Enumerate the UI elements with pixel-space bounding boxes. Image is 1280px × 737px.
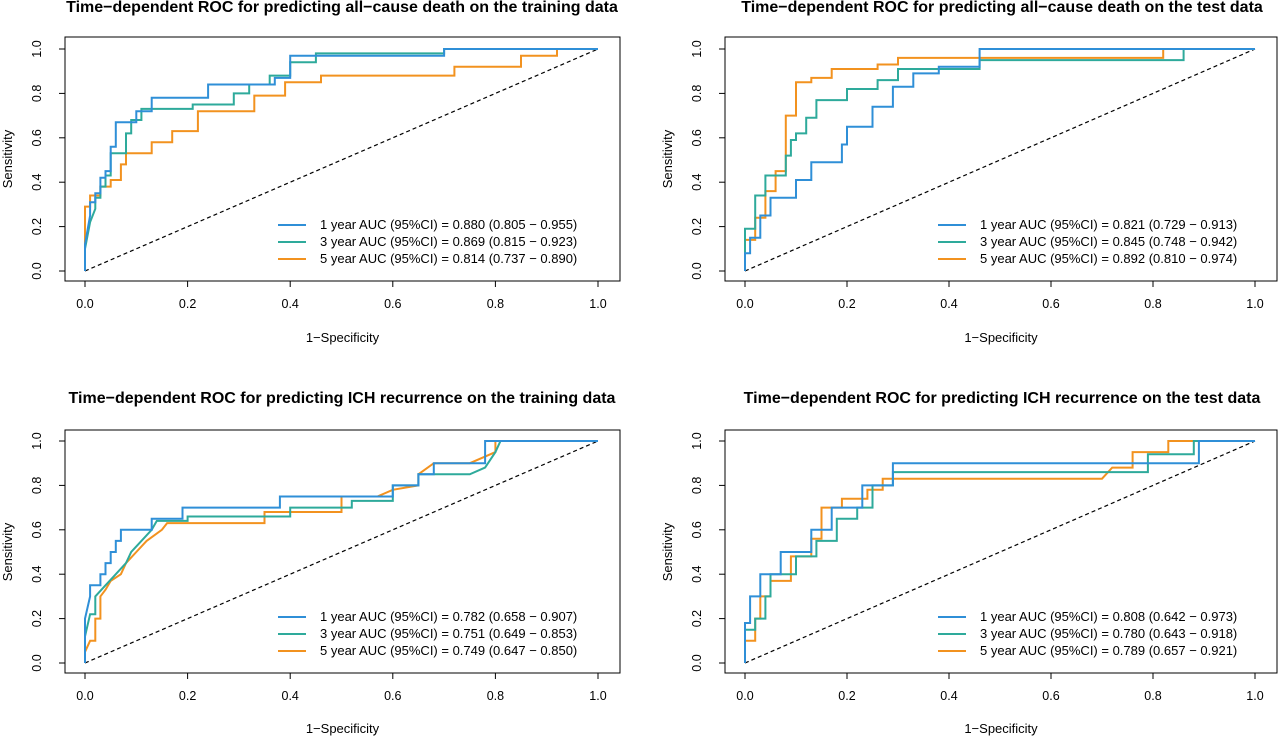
plot-frame bbox=[724, 36, 1278, 282]
x-tick-label: 0.0 bbox=[76, 689, 93, 703]
legend-entry: 3 year AUC (95%CI) = 0.845 (0.748 − 0.94… bbox=[980, 234, 1237, 249]
reference-diagonal bbox=[744, 48, 1256, 272]
x-axis-label: 1−Specificity bbox=[306, 721, 380, 736]
y-tick-label: 1.0 bbox=[30, 40, 44, 57]
y-axis-label: Sensitivity bbox=[660, 129, 675, 188]
x-tick-label: 0.0 bbox=[736, 689, 753, 703]
x-tick-label: 0.2 bbox=[179, 297, 196, 311]
roc-curve-series-3 bbox=[744, 440, 1255, 663]
chart-title: Time−dependent ROC for predicting ICH re… bbox=[69, 390, 616, 407]
x-axis-label: 1−Specificity bbox=[306, 330, 380, 345]
plot-frame bbox=[64, 429, 621, 674]
roc-panel-4: Time−dependent ROC for predicting ICH re… bbox=[660, 390, 1278, 736]
roc-curve-series-1 bbox=[744, 48, 1255, 271]
legend-entry: 1 year AUC (95%CI) = 0.880 (0.805 − 0.95… bbox=[320, 217, 577, 232]
x-tick-label: 0.8 bbox=[487, 297, 504, 311]
x-tick-label: 0.0 bbox=[736, 297, 753, 311]
y-tick-label: 0.4 bbox=[30, 565, 44, 582]
x-tick-label: 0.8 bbox=[487, 689, 504, 703]
chart-title: Time−dependent ROC for predicting ICH re… bbox=[744, 390, 1261, 407]
legend-entry: 3 year AUC (95%CI) = 0.869 (0.815 − 0.92… bbox=[320, 234, 577, 249]
chart-title: Time−dependent ROC for predicting all−ca… bbox=[66, 0, 618, 16]
y-axis-label: Sensitivity bbox=[660, 522, 675, 581]
plot-frame bbox=[724, 429, 1278, 674]
y-axis-label: Sensitivity bbox=[0, 129, 15, 188]
x-tick-label: 0.6 bbox=[1042, 297, 1059, 311]
y-tick-label: 0.6 bbox=[30, 129, 44, 146]
y-tick-label: 0.4 bbox=[30, 173, 44, 190]
y-tick-label: 0.0 bbox=[30, 654, 44, 671]
y-tick-label: 0.0 bbox=[690, 654, 704, 671]
y-tick-label: 1.0 bbox=[30, 432, 44, 449]
legend-entry: 3 year AUC (95%CI) = 0.780 (0.643 − 0.91… bbox=[980, 626, 1237, 641]
roc-panel-3: Time−dependent ROC for predicting ICH re… bbox=[0, 390, 621, 736]
y-tick-label: 0.6 bbox=[30, 521, 44, 538]
legend-entry: 5 year AUC (95%CI) = 0.749 (0.647 − 0.85… bbox=[320, 643, 577, 658]
x-tick-label: 0.4 bbox=[282, 297, 299, 311]
y-tick-label: 0.0 bbox=[30, 262, 44, 279]
x-tick-label: 0.6 bbox=[384, 689, 401, 703]
roc-curve-series-1 bbox=[744, 440, 1255, 663]
x-tick-label: 1.0 bbox=[589, 297, 606, 311]
x-tick-label: 0.2 bbox=[838, 689, 855, 703]
y-tick-label: 0.8 bbox=[30, 85, 44, 102]
y-tick-label: 0.2 bbox=[690, 218, 704, 235]
legend-entry: 1 year AUC (95%CI) = 0.821 (0.729 − 0.91… bbox=[980, 217, 1237, 232]
roc-curve-series-1 bbox=[84, 440, 598, 663]
roc-curve-series-3 bbox=[84, 440, 598, 663]
chart-title: Time−dependent ROC for predicting all−ca… bbox=[741, 0, 1263, 16]
y-tick-label: 0.8 bbox=[30, 477, 44, 494]
y-tick-label: 0.0 bbox=[690, 262, 704, 279]
y-tick-label: 0.6 bbox=[690, 521, 704, 538]
y-tick-label: 0.8 bbox=[690, 85, 704, 102]
legend-entry: 1 year AUC (95%CI) = 0.808 (0.642 − 0.97… bbox=[980, 609, 1237, 624]
roc-curve-series-2 bbox=[744, 48, 1255, 271]
roc-curve-series-2 bbox=[744, 440, 1255, 663]
x-tick-label: 0.2 bbox=[838, 297, 855, 311]
reference-diagonal bbox=[84, 48, 599, 272]
roc-panel-1: Time−dependent ROC for predicting all−ca… bbox=[0, 0, 621, 345]
x-tick-label: 0.8 bbox=[1144, 689, 1161, 703]
legend-entry: 3 year AUC (95%CI) = 0.751 (0.649 − 0.85… bbox=[320, 626, 577, 641]
y-tick-label: 0.2 bbox=[690, 610, 704, 627]
roc-curve-series-2 bbox=[84, 440, 598, 663]
roc-curve-series-1 bbox=[84, 48, 598, 271]
roc-curve-series-3 bbox=[744, 48, 1255, 271]
x-tick-label: 1.0 bbox=[589, 689, 606, 703]
x-tick-label: 0.0 bbox=[76, 297, 93, 311]
roc-panel-2: Time−dependent ROC for predicting all−ca… bbox=[660, 0, 1278, 345]
x-axis-label: 1−Specificity bbox=[964, 721, 1038, 736]
plot-frame bbox=[64, 36, 621, 282]
x-tick-label: 0.4 bbox=[940, 689, 957, 703]
y-tick-label: 0.6 bbox=[690, 129, 704, 146]
y-axis-label: Sensitivity bbox=[0, 522, 15, 581]
x-tick-label: 0.6 bbox=[1042, 689, 1059, 703]
x-tick-label: 0.4 bbox=[940, 297, 957, 311]
y-tick-label: 1.0 bbox=[690, 432, 704, 449]
x-tick-label: 0.6 bbox=[384, 297, 401, 311]
legend-entry: 5 year AUC (95%CI) = 0.789 (0.657 − 0.92… bbox=[980, 643, 1237, 658]
x-tick-label: 1.0 bbox=[1246, 297, 1263, 311]
legend-entry: 5 year AUC (95%CI) = 0.892 (0.810 − 0.97… bbox=[980, 251, 1237, 266]
legend-entry: 1 year AUC (95%CI) = 0.782 (0.658 − 0.90… bbox=[320, 609, 577, 624]
x-axis-label: 1−Specificity bbox=[964, 330, 1038, 345]
reference-diagonal bbox=[744, 440, 1256, 664]
x-tick-label: 0.2 bbox=[179, 689, 196, 703]
y-tick-label: 0.2 bbox=[30, 610, 44, 627]
y-tick-label: 0.8 bbox=[690, 477, 704, 494]
x-tick-label: 1.0 bbox=[1246, 689, 1263, 703]
x-tick-label: 0.8 bbox=[1144, 297, 1161, 311]
y-tick-label: 0.4 bbox=[690, 565, 704, 582]
y-tick-label: 0.2 bbox=[30, 218, 44, 235]
legend-entry: 5 year AUC (95%CI) = 0.814 (0.737 − 0.89… bbox=[320, 251, 577, 266]
y-tick-label: 1.0 bbox=[690, 40, 704, 57]
reference-diagonal bbox=[84, 440, 599, 664]
y-tick-label: 0.4 bbox=[690, 173, 704, 190]
x-tick-label: 0.4 bbox=[282, 689, 299, 703]
